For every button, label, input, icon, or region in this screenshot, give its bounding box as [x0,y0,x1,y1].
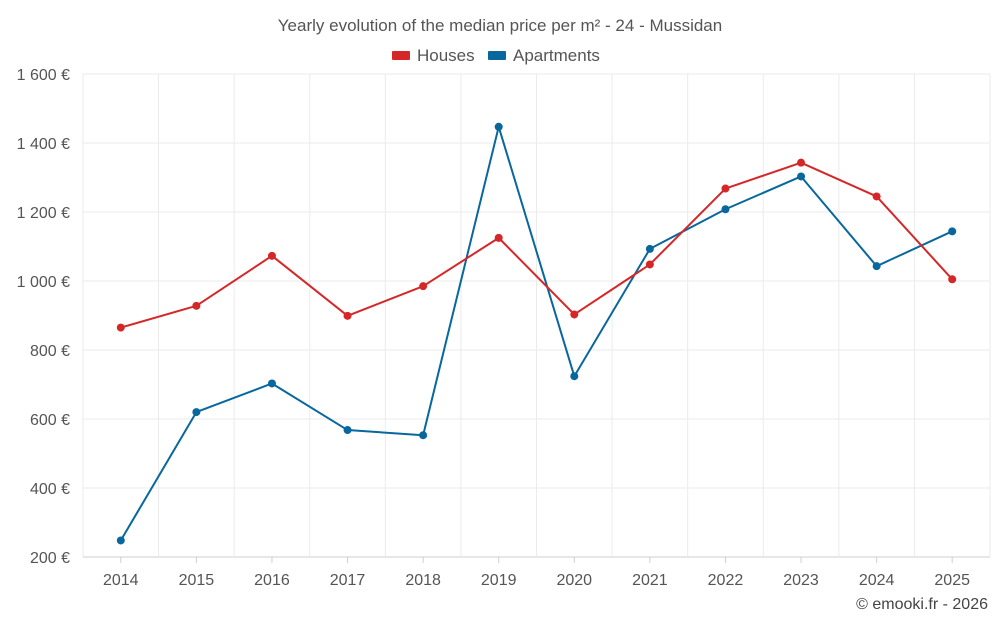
x-tick-label: 2025 [934,572,970,589]
data-point-apartments[interactable] [570,372,579,381]
data-point-apartments[interactable] [797,172,806,181]
y-tick-label: 200 € [30,550,70,567]
data-point-houses[interactable] [797,158,806,167]
x-tick-label: 2024 [859,572,895,589]
data-point-houses[interactable] [570,310,579,319]
y-tick-label: 1 400 € [17,136,70,153]
data-point-houses[interactable] [494,233,503,242]
x-tick-label: 2018 [405,572,441,589]
data-point-apartments[interactable] [645,244,654,253]
series-line-apartments [119,125,953,541]
y-tick-label: 1 000 € [17,274,70,291]
data-point-apartments[interactable] [116,536,125,545]
data-point-houses[interactable] [872,192,881,201]
x-tick-label: 2022 [708,572,744,589]
data-point-apartments[interactable] [343,426,352,435]
y-tick-label: 600 € [30,412,70,429]
legend: Houses Apartments [392,46,600,65]
data-point-houses[interactable] [267,251,276,260]
data-point-apartments[interactable] [267,379,276,388]
series-group [116,122,957,545]
x-tick-label: 2021 [632,572,668,589]
x-tick-label: 2020 [556,572,592,589]
data-point-apartments[interactable] [721,205,730,214]
y-tick-label: 1 600 € [17,67,70,84]
data-point-houses[interactable] [116,323,125,332]
series-line-houses [120,161,953,329]
grid [82,73,991,558]
x-tick-label: 2016 [254,572,290,589]
data-point-houses[interactable] [192,301,201,310]
x-tick-label: 2015 [179,572,215,589]
credit-text: © emooki.fr - 2026 [856,596,988,613]
chart-title: Yearly evolution of the median price per… [278,16,722,35]
data-point-houses[interactable] [645,260,654,269]
data-point-apartments[interactable] [419,431,428,440]
data-point-houses[interactable] [343,311,352,320]
legend-swatch-houses [392,51,410,60]
y-tick-label: 1 200 € [17,205,70,222]
x-tick-label: 2014 [103,572,139,589]
legend-swatch-apartments [488,51,506,60]
data-point-houses[interactable] [419,282,428,291]
y-axis: 200 € 400 € 600 € 800 € 1 000 € 1 200 € 1 400 … [17,67,70,567]
x-tick-label: 2023 [783,572,819,589]
data-point-apartments[interactable] [192,408,201,417]
legend-label-apartments[interactable]: Apartments [513,46,600,65]
data-point-apartments[interactable] [872,262,881,271]
x-tick-label: 2017 [330,572,366,589]
y-tick-label: 400 € [30,481,70,498]
x-axis: 2014 2015 2016 2017 2018 2019 2020 2021 2022 2023… [103,557,970,589]
legend-label-houses[interactable]: Houses [417,46,475,65]
data-point-apartments[interactable] [494,122,503,131]
data-point-houses[interactable] [948,275,957,284]
y-tick-label: 800 € [30,343,70,360]
data-point-houses[interactable] [721,184,730,193]
data-point-apartments[interactable] [948,227,957,236]
x-tick-label: 2019 [481,572,517,589]
